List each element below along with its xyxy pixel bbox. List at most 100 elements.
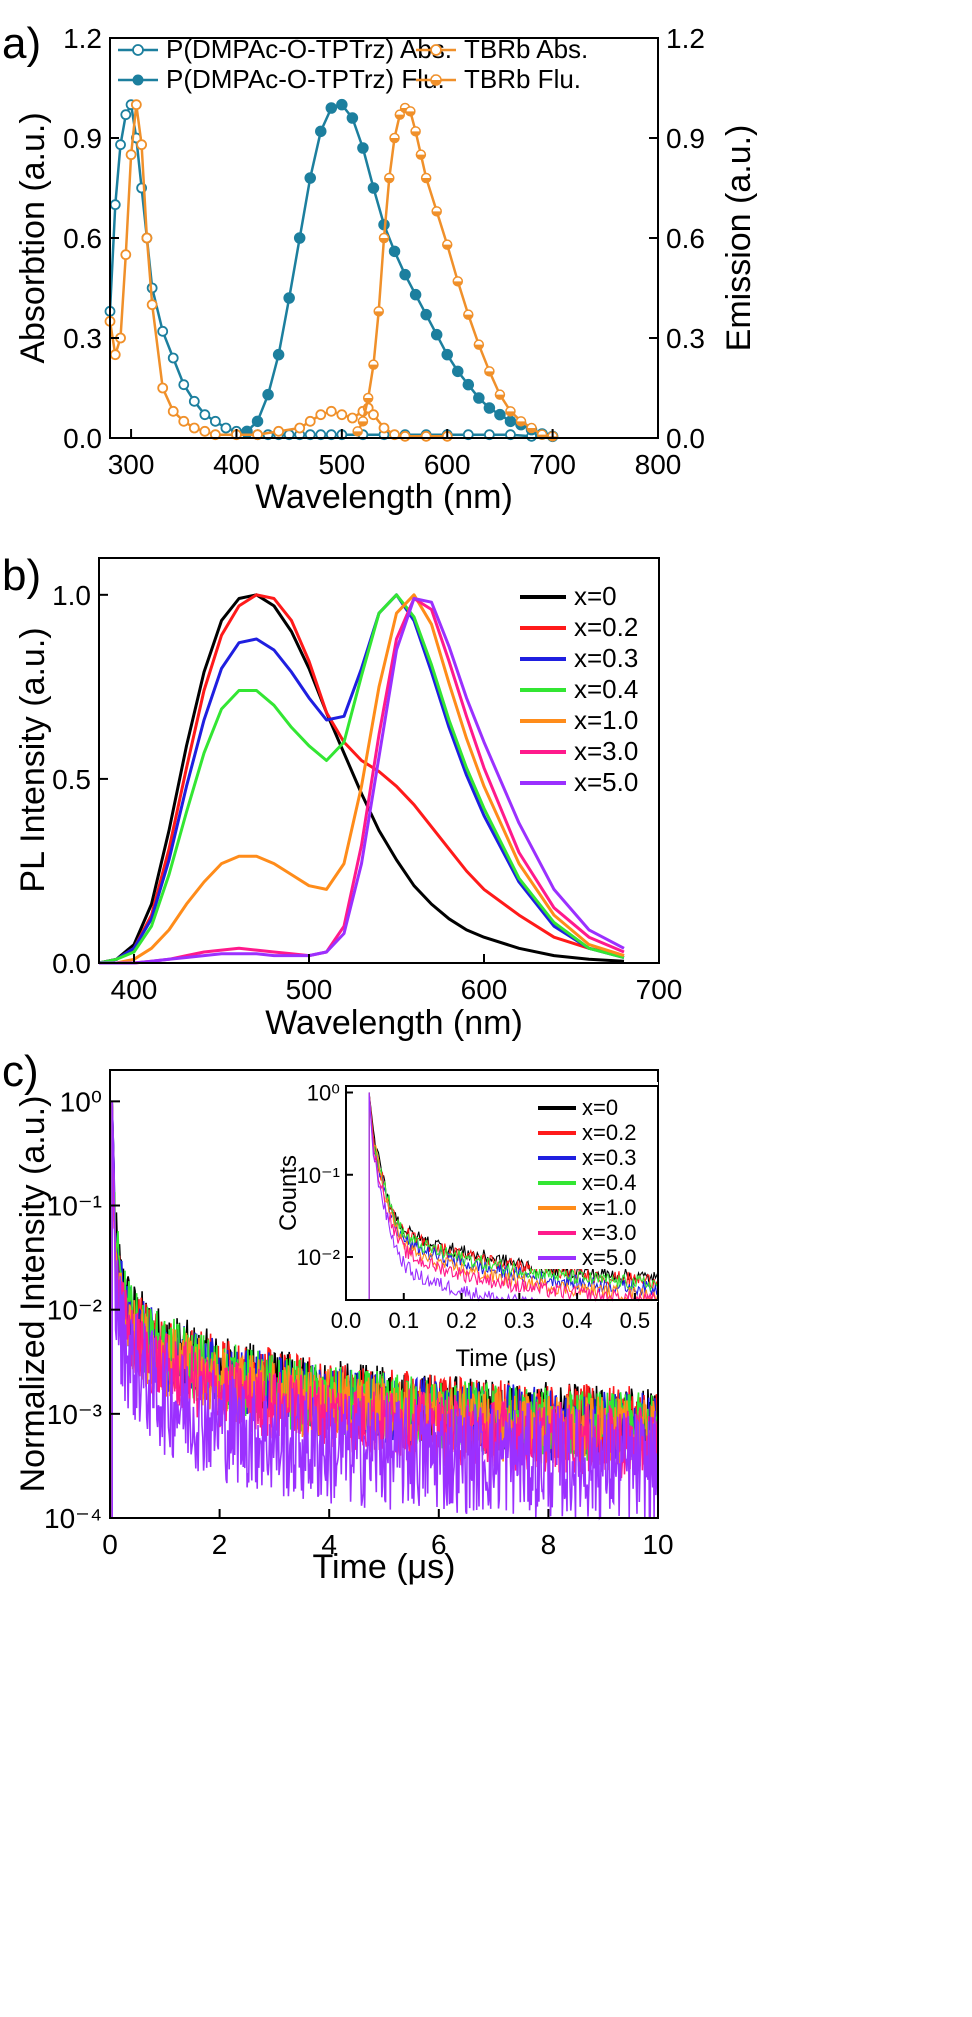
panel-b-legend-entry: x=0.2 <box>520 612 638 642</box>
panel-a-series-2-marker <box>441 348 453 361</box>
inset-x-tick-label: 0.3 <box>504 1308 535 1333</box>
panel-a-series-4-marker-fill <box>442 244 452 250</box>
panel-a-series-3-marker <box>325 405 337 417</box>
panel-a-series-1-line <box>108 100 553 438</box>
inset-legend-label: x=5.0 <box>582 1245 636 1270</box>
inset-legend-entry-bg <box>532 1124 650 1144</box>
panel-b-x-tick-label: 700 <box>636 974 683 1005</box>
panel-c-x-tick-label: 2 <box>212 1529 228 1560</box>
panel-a-x-tick-label: 300 <box>108 449 155 480</box>
panel-a-series-3-marker <box>146 299 158 311</box>
panel-c-x-tick-label: 0 <box>102 1529 118 1560</box>
panel-a-series-1-marker <box>120 109 132 121</box>
panel-a-legend-label: TBRb Flu. <box>464 64 581 94</box>
panel-b-y-axis-label: PL Intensity (a.u.) <box>14 627 52 892</box>
panel-b-legend-label: x=0.4 <box>574 674 638 704</box>
inset-legend-entry: x=5.0 <box>532 1245 650 1270</box>
panel-b-series-line-x04 <box>98 593 625 965</box>
panel-a-series-2-marker <box>283 292 295 304</box>
panel-b-series-line-x02 <box>98 593 625 965</box>
panel-a-x-axis-label: Wavelength (nm) <box>255 478 513 516</box>
panel-c-x-tick-label: 10 <box>642 1529 673 1560</box>
panel-a-series-2-marker <box>315 125 327 138</box>
inset-legend-entry-bg <box>532 1199 650 1219</box>
panel-a-series-group <box>104 98 559 443</box>
panel-c: c) 0 2 4 6 8 10 10⁻⁴ 10⁻³ 10⁻² 10⁻¹ 10⁰ Time (μs)… <box>2 1047 674 1586</box>
panel-a-series-4-marker-fill <box>505 411 515 416</box>
panel-a-series-3-marker <box>136 139 148 151</box>
panel-b-legend-label: x=0.3 <box>574 643 638 673</box>
panel-a-series-4-marker <box>463 309 474 320</box>
panel-c-label: c) <box>2 1047 39 1096</box>
inset-series-group <box>368 1092 659 1302</box>
panel-a-series-3-marker <box>336 409 348 421</box>
panel-b-x-tick-label: 400 <box>111 974 158 1005</box>
panel-a-series-3-marker <box>368 409 379 421</box>
panel-a-series-2-marker <box>357 142 369 154</box>
panel-c-y-tick-label: 10⁻² <box>47 1295 102 1326</box>
panel-a-series-1-marker <box>325 429 337 441</box>
inset-x-tick-label: 0.4 <box>562 1308 593 1333</box>
panel-a-series-3-marker <box>346 412 358 424</box>
inset-series-line-x30 <box>368 1092 658 1302</box>
inset-legend-entry-bg <box>532 1224 650 1244</box>
inset-legend-entry-bg <box>532 1249 650 1269</box>
panel-a-legend: P(DMPAc-O-TPTrz) Abs.P(DMPAc-O-TPTrz) Fl… <box>118 34 588 94</box>
panel-a-series-2-marker <box>388 245 401 258</box>
inset-y-tick-label: 10⁰ <box>307 1081 340 1106</box>
panel-a-series-1-marker <box>209 415 221 427</box>
inset-series-line-x04 <box>368 1092 659 1300</box>
inset-plot-frame <box>345 1085 659 1301</box>
panel-a-y2-axis-label: Emission (a.u.) <box>720 125 758 352</box>
panel-b-y-tick-label: 1.0 <box>52 580 91 611</box>
panel-c-series-group <box>111 1101 659 1521</box>
panel-a-series-4-marker <box>362 392 374 404</box>
panel-a-y-tick-label: 0.3 <box>63 323 102 354</box>
inset-legend-label: x=0 <box>582 1095 618 1120</box>
panel-a-series-1-marker <box>505 429 516 441</box>
panel-c-y-axis-label: Normalized Intensity (a.u.) <box>14 1096 52 1493</box>
panel-a-series-3-marker <box>109 349 121 361</box>
inset-legend: x=0x=0.2x=0.3x=0.4x=1.0x=3.0x=5.0 <box>532 1095 650 1270</box>
panel-a-series-4-marker <box>368 359 379 370</box>
panel-a-series-4-marker <box>494 389 506 400</box>
panel-a-series-4-marker-fill <box>379 238 389 243</box>
inset-legend-entry-bg <box>532 1099 650 1119</box>
inset-legend-entry: x=0.4 <box>532 1170 650 1195</box>
panel-a-series-1-marker <box>157 325 169 337</box>
panel-a-series-4-marker-fill <box>395 114 405 120</box>
panel-c-x-axis-label: Time (μs) <box>313 1548 456 1586</box>
panel-a-series-1-marker <box>178 379 190 391</box>
panel-b-legend-label: x=0.2 <box>574 612 638 642</box>
panel-b-x-ticks: 400 500 600 700 <box>111 954 683 1005</box>
panel-b-legend-entry: x=0 <box>520 581 617 611</box>
panel-a-series-2-marker <box>346 112 359 124</box>
panel-a-series-1-marker <box>115 139 126 151</box>
inset-y-tick-label: 10⁻¹ <box>297 1163 340 1188</box>
panel-a-y2-ticks: 0.0 0.3 0.6 0.9 1.2 <box>649 23 705 454</box>
inset-legend-label: x=0.2 <box>582 1120 636 1145</box>
panel-a-series-2-marker <box>483 402 496 414</box>
inset-y-tick-label: 10⁻² <box>297 1245 340 1270</box>
panel-a-series-3-marker <box>120 249 132 261</box>
panel-a-series-2-marker <box>272 348 285 361</box>
panel-b-legend-label: x=0 <box>574 581 617 611</box>
panel-a-series-4-marker <box>410 126 421 137</box>
panel-a-series-4-marker <box>505 406 516 417</box>
panel-a-legend-entry: P(DMPAc-O-TPTrz) Flu. <box>118 64 445 94</box>
panel-a-series-4-marker-fill <box>474 344 484 350</box>
inset-legend-label: x=0.4 <box>582 1170 636 1195</box>
panel-a-series-1-marker <box>188 395 200 407</box>
panel-c-x-tick-label: 8 <box>541 1529 557 1560</box>
panel-a-series-4-marker <box>420 172 432 184</box>
panel-c-inset: 0.0 0.1 0.2 0.3 0.4 0.5 10⁻² 10⁻¹ 10⁰ Time (μs)… <box>275 1081 659 1372</box>
panel-a-legend-swatch-marker <box>430 44 442 56</box>
inset-x-tick-label: 0.0 <box>331 1308 362 1333</box>
panel-a-series-4-marker-fill <box>453 281 463 286</box>
panel-a-series-4-marker-fill <box>374 311 384 316</box>
panel-c-x-tick-label: 6 <box>431 1529 447 1560</box>
panel-c-series-line-x50 <box>111 1101 659 1521</box>
panel-a-series-4-marker <box>405 106 416 117</box>
panel-a-series-2-marker <box>452 365 464 378</box>
